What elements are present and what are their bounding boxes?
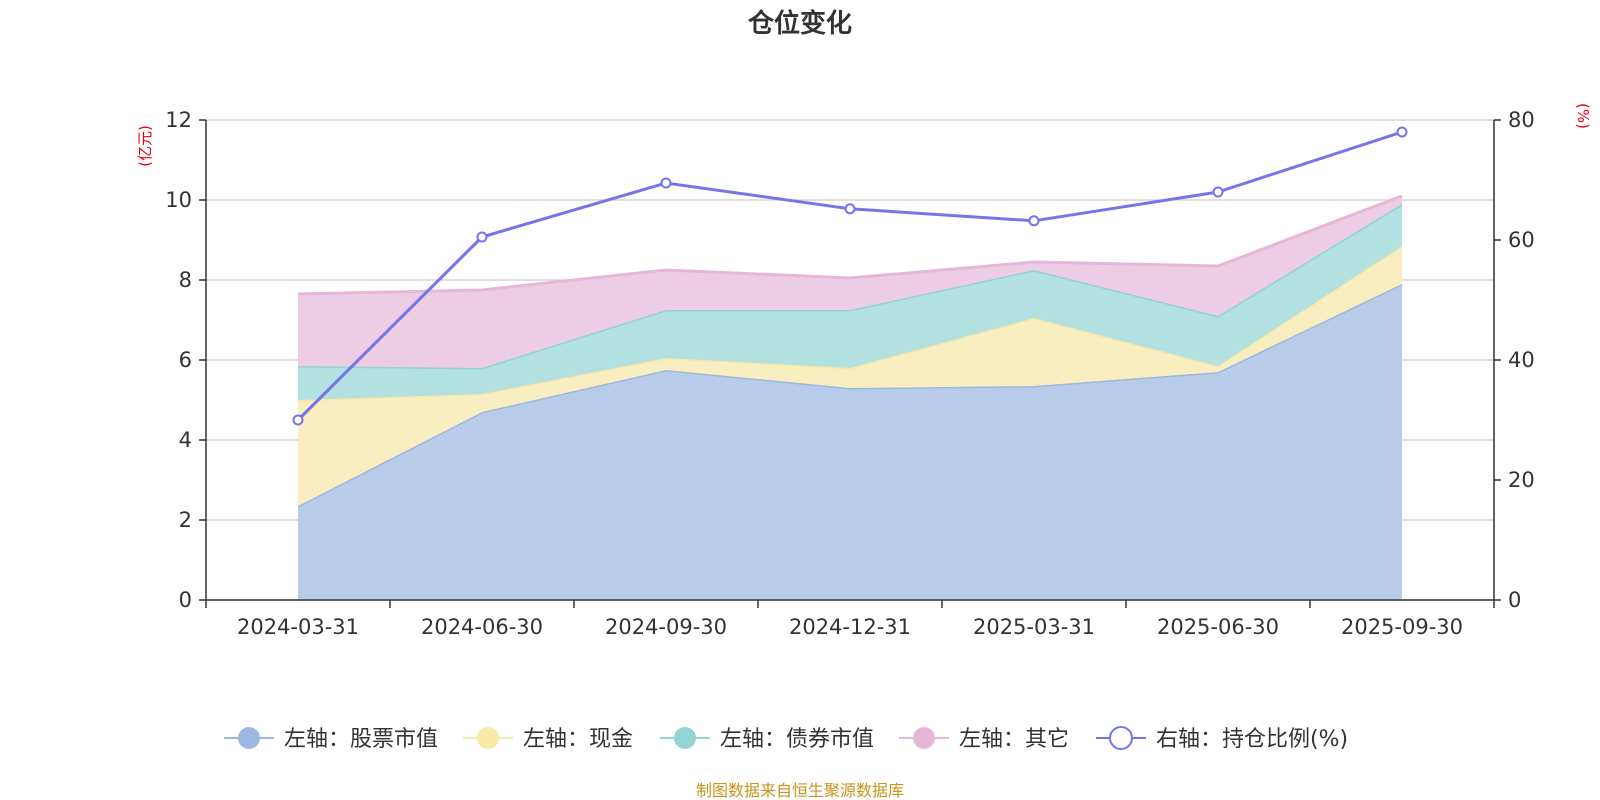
left-tick-label: 12 (165, 108, 192, 132)
legend-item: 左轴：其它 (899, 727, 1069, 752)
left-tick-label: 4 (179, 428, 192, 452)
legend-item: 左轴：债券市值 (660, 727, 874, 752)
legend-label: 右轴：持仓比例(%) (1156, 727, 1348, 752)
left-axis-unit: (亿元) (136, 125, 154, 167)
legend-marker (477, 727, 499, 749)
legend-marker (238, 727, 260, 749)
legend-item: 右轴：持仓比例(%) (1096, 726, 1348, 752)
right-tick-label: 40 (1508, 348, 1535, 372)
left-tick-label: 10 (165, 188, 192, 212)
legend-marker (674, 727, 696, 749)
legend-marker (913, 727, 935, 749)
area-左轴：股票市值 (298, 284, 1402, 600)
x-tick-label: 2024-09-30 (605, 615, 727, 639)
x-tick-label: 2024-06-30 (421, 615, 543, 639)
legend-item: 左轴：现金 (463, 727, 633, 752)
legend-label: 左轴：股票市值 (284, 727, 438, 752)
x-tick-label: 2025-06-30 (1157, 615, 1279, 639)
legend-marker (1109, 726, 1133, 750)
line-point (844, 203, 856, 215)
right-tick-label: 0 (1508, 588, 1521, 612)
chart-title: 仓位变化 (747, 8, 852, 39)
line-point (1396, 126, 1408, 138)
area-edge-左轴：其它 (297, 194, 1403, 296)
legend-label: 左轴：债券市值 (720, 727, 874, 752)
line-point (660, 177, 672, 189)
legend-label: 左轴：现金 (523, 727, 633, 752)
left-tick-label: 8 (179, 268, 192, 292)
left-tick-label: 6 (179, 348, 192, 372)
line-point (1028, 215, 1040, 227)
area-左轴：债券市值 (298, 204, 1402, 400)
ratio-line (292, 126, 1408, 426)
stacked-areas (297, 194, 1403, 600)
x-tick-label: 2025-09-30 (1341, 615, 1463, 639)
source-note: 制图数据来自恒生聚源数据库 (696, 781, 904, 800)
line-point (476, 231, 488, 243)
area-左轴：现金 (298, 246, 1402, 506)
line-point (292, 414, 304, 426)
left-tick-label: 2 (179, 508, 192, 532)
right-tick-label: 80 (1508, 108, 1535, 132)
area-左轴：其它 (298, 196, 1402, 368)
line-point (1212, 186, 1224, 198)
legend-item: 左轴：股票市值 (224, 727, 438, 752)
x-tick-label: 2024-12-31 (789, 615, 911, 639)
left-tick-label: 0 (179, 588, 192, 612)
legend: 左轴：股票市值 左轴：现金 左轴：债券市值 左轴：其它 右轴：持仓比例(%) (224, 726, 1348, 752)
right-tick-label: 20 (1508, 468, 1535, 492)
legend-label: 左轴：其它 (959, 727, 1069, 752)
right-axis-unit: (%) (1574, 103, 1592, 129)
x-tick-label: 2025-03-31 (973, 615, 1095, 639)
x-tick-label: 2024-03-31 (237, 615, 359, 639)
right-tick-label: 60 (1508, 228, 1535, 252)
axes: 0 2 4 6 8 10 12 0 20 40 60 80 2024-03-31 2024-06-30 20… (165, 108, 1534, 639)
